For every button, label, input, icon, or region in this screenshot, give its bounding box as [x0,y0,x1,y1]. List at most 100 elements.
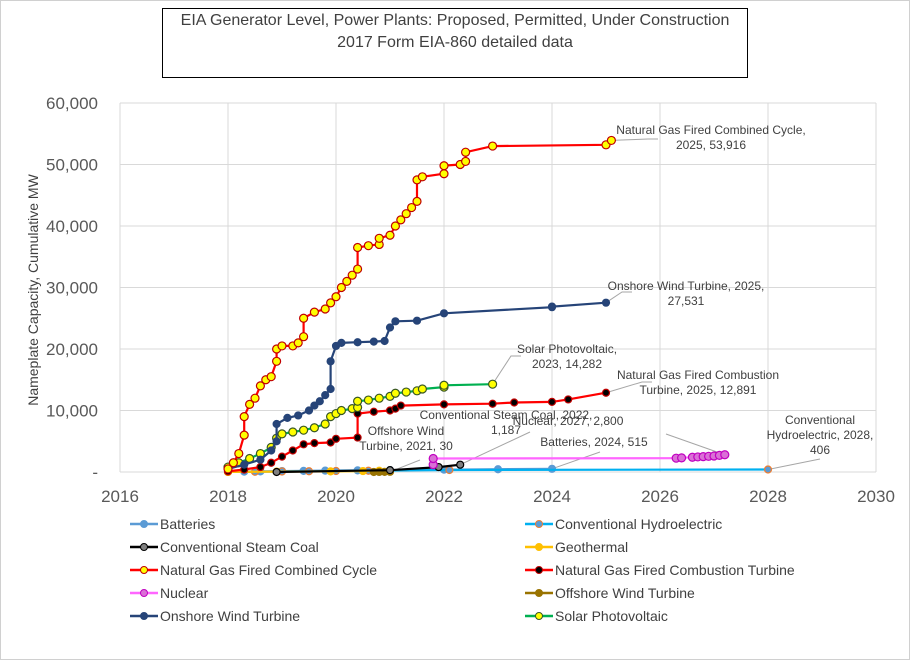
x-tick-label: 2024 [533,487,571,506]
chart-subtitle: 2017 Form EIA-860 detailed data [337,34,573,51]
legend-item-offshore-wind-turbine[interactable]: Offshore Wind Turbine [525,583,695,603]
data-point [283,413,292,422]
data-point [417,172,427,182]
legend-item-conventional-hydroelectric[interactable]: Conventional Hydroelectric [525,514,722,534]
legend-label: Conventional Hydroelectric [555,516,723,532]
data-point [277,452,287,461]
data-point [390,221,400,231]
legend-item-conventional-steam-coal[interactable]: Conventional Steam Coal [130,537,319,557]
data-point [272,419,281,429]
data-point [461,147,471,157]
series-natural-gas-fired-combined-cycle [223,135,617,474]
data-point [385,466,395,475]
y-axis-ticks: - 10,000 20,000 30,000 40,000 50,000 60,000 [46,94,98,482]
data-point [256,455,265,464]
annotation-nuclear: Nuclear, 2027, 2,800 [513,414,624,428]
data-point [353,242,363,253]
data-point [428,453,438,464]
data-point [255,381,265,391]
data-point [369,407,378,416]
x-tick-label: 2016 [101,487,139,506]
legend-label: Natural Gas Fired Combined Cycle [160,562,378,578]
legend-swatch-marker [140,543,148,551]
data-point [223,464,233,474]
data-point [488,399,497,408]
data-point [331,292,341,302]
legend-swatch-marker [535,520,543,528]
x-tick-label: 2020 [317,487,355,506]
annotation-conventional-hydroelectric: Conventional Hydroelectric, 2028, 406 [767,413,874,457]
data-point [488,141,498,151]
data-point [288,446,297,455]
legend-item-batteries[interactable]: Batteries [130,514,215,534]
legend-item-solar-photovoltaic[interactable]: Solar Photovoltaic [525,606,668,626]
annotation-conventional-steam-coal: Conventional Steam Coal, 2022, 1,187 [420,408,593,437]
y-tick-label: 20,000 [46,340,98,359]
data-point [547,302,557,311]
legend-item-geothermal[interactable]: Geothermal [525,537,628,557]
x-tick-label: 2030 [857,487,895,506]
data-point [353,433,362,442]
data-point [267,458,276,467]
x-tick-label: 2026 [641,487,679,506]
data-point [385,323,395,332]
y-tick-label: 10,000 [46,402,98,421]
data-point [488,379,498,389]
legend-swatch-marker [140,566,148,574]
chart-title: EIA Generator Level, Power Plants: Propo… [180,12,730,29]
legend-label: Onshore Wind Turbine [160,608,301,624]
legend-swatch-icon [130,543,158,551]
data-point [326,298,336,308]
x-tick-label: 2028 [749,487,787,506]
annotation-leader [605,291,632,304]
data-point [228,458,238,468]
annotation-line: 2025, 53,916 [676,138,746,152]
data-point [439,309,449,318]
data-point [412,196,422,206]
annotation-leader [767,458,821,470]
legend-item-nuclear[interactable]: Nuclear [130,583,208,603]
legend-item-natural-gas-fired-combustion-turbine[interactable]: Natural Gas Fired Combustion Turbine [525,560,795,580]
series-group [223,135,773,477]
legend-swatch-marker [140,520,148,528]
annotation-line: Natural Gas Fired Combined Cycle, [616,123,805,137]
data-point [234,448,244,459]
annotation-line: 27,531 [668,294,705,308]
legend-item-onshore-wind-turbine[interactable]: Onshore Wind Turbine [130,606,300,626]
annotation-line: Solar Photovoltaic, [517,342,617,356]
data-point [417,384,427,394]
data-point [461,156,471,167]
data-point [353,264,363,274]
y-tick-label: 50,000 [46,156,98,175]
legend-swatch-icon [130,589,158,597]
annotation-line: Conventional Steam Coal, 2022, [420,408,593,422]
data-point [267,446,276,455]
data-point [369,337,378,346]
annotation-line: Offshore Wind [368,424,444,438]
legend-item-natural-gas-fired-combined-cycle[interactable]: Natural Gas Fired Combined Cycle [130,560,377,580]
data-point [412,316,422,325]
data-point [564,395,573,404]
legend-label: Offshore Wind Turbine [555,585,695,601]
data-point [363,241,373,251]
annotation-line: 2023, 14,282 [532,357,602,371]
chart-title-box: EIA Generator Level, Power Plants: Propo… [162,8,748,78]
annotation-offshore-wind-turbine: Offshore Wind Turbine, 2021, 30 [359,424,453,453]
data-point [299,425,309,435]
legend-label: Solar Photovoltaic [555,608,668,624]
data-point [309,307,319,317]
data-point [320,419,330,429]
series-line [276,463,461,474]
y-tick-label: 60,000 [46,94,98,113]
legend-swatch-icon [525,589,553,597]
x-tick-label: 2018 [209,487,247,506]
data-point [266,372,276,382]
legend-swatch-marker [535,566,543,574]
legend-label: Natural Gas Fired Combustion Turbine [555,562,795,578]
data-point [401,209,411,219]
series-line [227,391,607,473]
data-point [337,338,346,347]
y-axis-label: Nameplate Capacity, Cumulative MW [25,173,41,405]
data-point [439,400,449,409]
y-tick-label: 40,000 [46,217,98,236]
